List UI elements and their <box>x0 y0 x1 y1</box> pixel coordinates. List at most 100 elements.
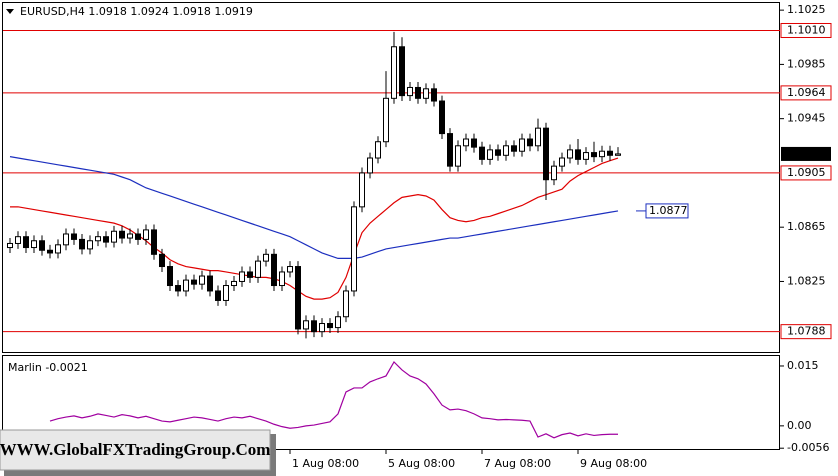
candle-body <box>319 323 325 333</box>
candle-body <box>359 172 365 208</box>
candle-body <box>87 240 93 250</box>
candle-body <box>215 290 221 301</box>
x-tick-label: 1 Aug 08:00 <box>292 457 359 470</box>
watermark-box <box>0 429 271 471</box>
candle-body <box>519 138 525 152</box>
y-tick-label: 1.0865 <box>787 220 826 233</box>
candle-body <box>471 138 477 148</box>
candle-body <box>583 152 589 160</box>
candle-body <box>431 88 437 102</box>
candle-body <box>167 266 173 287</box>
candle-body <box>47 249 53 254</box>
y-tick-label: 0.00 <box>787 419 812 432</box>
candle-body <box>527 138 533 147</box>
y-tick-label: 1.1025 <box>787 3 826 16</box>
candle-body <box>7 242 13 249</box>
candle-body <box>423 88 429 99</box>
candle-body <box>383 97 389 143</box>
candle-body <box>15 236 21 244</box>
y-tick-label: 1.0985 <box>787 57 826 70</box>
candle-body <box>111 230 117 243</box>
candle-body <box>103 236 109 243</box>
level-label: 1.0788 <box>787 325 826 338</box>
candle-body <box>199 275 205 285</box>
y-tick-label: 0.015 <box>787 359 819 372</box>
candle-body <box>303 320 309 330</box>
x-tick-label: 7 Aug 08:00 <box>484 457 551 470</box>
candle-body <box>231 280 237 287</box>
current-price-box <box>781 146 831 161</box>
candle-body <box>295 266 301 330</box>
candle-body <box>415 86 421 99</box>
candle-body <box>407 86 413 97</box>
candle-body <box>351 206 357 292</box>
menu-triangle <box>6 9 14 14</box>
candle-body <box>551 165 557 181</box>
y-tick-label: -0.0056 <box>787 441 829 454</box>
candle-body <box>367 157 373 174</box>
candle-body <box>239 271 245 282</box>
candle-body <box>247 271 253 278</box>
candle-body <box>63 233 69 246</box>
candle-body <box>455 145 461 167</box>
candle-body <box>71 233 77 240</box>
candle-body <box>95 236 101 242</box>
y-tick-label: 1.0945 <box>787 112 826 125</box>
candle-body <box>511 145 517 152</box>
candle-body <box>487 149 493 160</box>
candle-body <box>463 138 469 147</box>
candle-body <box>391 46 397 99</box>
candle-body <box>311 320 317 333</box>
candle-body <box>599 150 605 158</box>
candle-body <box>175 285 181 292</box>
candle-body <box>255 260 261 278</box>
candle-body <box>495 149 501 156</box>
candle-body <box>143 229 149 240</box>
ma-label: 1.0877 <box>649 204 688 217</box>
level-label: 1.0905 <box>787 166 826 179</box>
candle-body <box>591 152 597 158</box>
y-tick-label: 1.0825 <box>787 274 826 287</box>
level-label-box <box>780 85 832 101</box>
candle-body <box>39 240 45 251</box>
watermark: WWW.GlobalFXTradingGroup.Com <box>0 429 276 476</box>
candle-body <box>439 100 445 135</box>
current-price-label: 1.0919 <box>787 147 826 160</box>
candle-body <box>535 127 541 147</box>
x-tick-label: 9 Aug 08:00 <box>580 457 647 470</box>
level-label-box <box>780 165 832 181</box>
chart-title: EURUSD,H4 1.0918 1.0924 1.0918 1.0919 <box>20 5 253 18</box>
candle-body <box>479 146 485 160</box>
candle-body <box>447 133 453 167</box>
candle-body <box>503 145 509 156</box>
candle-body <box>375 141 381 159</box>
candle-body <box>23 236 29 249</box>
moving-average <box>9 156 619 259</box>
candle-body <box>575 149 581 160</box>
ma-label-box <box>645 203 689 219</box>
level-label-box <box>780 324 832 340</box>
candle-body <box>207 275 213 292</box>
candle-body <box>263 253 269 262</box>
indicator-line <box>49 361 618 439</box>
candle-body <box>335 316 341 329</box>
candle-body <box>279 271 285 287</box>
candle-body <box>159 253 165 268</box>
candle-body <box>559 157 565 167</box>
level-label-box <box>780 22 832 38</box>
candle-body <box>567 149 573 159</box>
candle-body <box>135 233 141 240</box>
candle-body <box>183 279 189 292</box>
moving-average <box>10 157 619 300</box>
main-panel <box>2 2 780 353</box>
x-tick-label: 5 Aug 08:00 <box>388 457 455 470</box>
candle-body <box>543 127 549 181</box>
candle-body <box>119 230 125 239</box>
indicator-panel <box>2 355 780 450</box>
candle-body <box>223 285 229 301</box>
candle-body <box>31 240 37 249</box>
indicator-title: Marlin -0.0021 <box>8 361 88 374</box>
candle-body <box>399 46 405 97</box>
candle-body <box>79 238 85 250</box>
